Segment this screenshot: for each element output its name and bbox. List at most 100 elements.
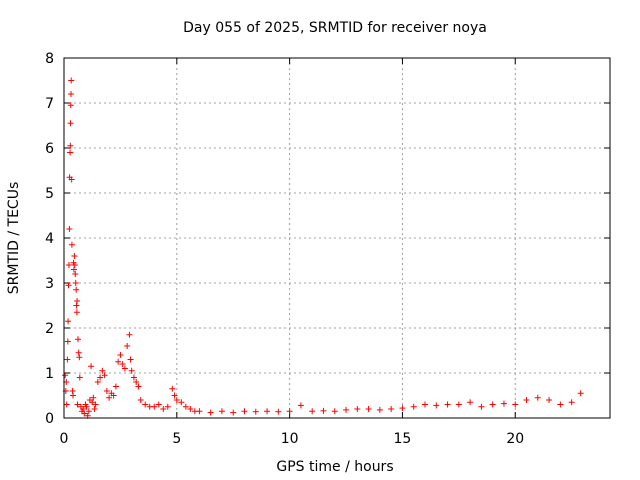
data-point bbox=[64, 338, 71, 345]
data-point bbox=[72, 271, 79, 277]
data-point bbox=[218, 408, 225, 415]
data-point bbox=[187, 406, 194, 412]
data-point bbox=[320, 407, 327, 414]
data-point bbox=[83, 403, 90, 410]
data-point bbox=[65, 318, 72, 325]
data-point bbox=[151, 403, 158, 410]
data-point bbox=[67, 102, 74, 109]
data-point bbox=[196, 408, 203, 415]
data-point bbox=[119, 361, 126, 367]
data-point bbox=[164, 403, 171, 410]
x-tick-label: 15 bbox=[394, 431, 412, 447]
data-point bbox=[76, 374, 83, 381]
data-point bbox=[130, 374, 137, 381]
data-point bbox=[85, 408, 92, 415]
data-point bbox=[80, 406, 87, 412]
data-point bbox=[137, 397, 144, 403]
data-point bbox=[178, 399, 185, 406]
data-point bbox=[73, 302, 80, 309]
data-point bbox=[230, 409, 237, 416]
data-point bbox=[94, 379, 101, 385]
data-point bbox=[76, 354, 83, 361]
data-point bbox=[121, 365, 128, 372]
data-point bbox=[88, 363, 95, 370]
data-point bbox=[500, 400, 507, 407]
x-tick-label: 20 bbox=[506, 431, 524, 447]
data-point bbox=[97, 374, 104, 381]
data-point bbox=[455, 401, 462, 408]
data-point bbox=[207, 409, 214, 416]
data-point bbox=[354, 406, 361, 412]
data-point bbox=[62, 372, 69, 379]
data-point bbox=[557, 401, 564, 408]
data-point bbox=[568, 399, 575, 406]
data-point bbox=[71, 262, 78, 268]
data-point bbox=[110, 392, 117, 399]
data-point bbox=[399, 405, 406, 412]
data-point bbox=[89, 399, 96, 406]
data-point bbox=[74, 298, 81, 304]
grid-layer bbox=[64, 58, 610, 418]
data-point bbox=[252, 408, 259, 415]
data-point bbox=[388, 406, 395, 412]
data-point bbox=[489, 401, 496, 408]
data-point bbox=[444, 401, 451, 408]
tick-layer: 0 1 2 3 4 5 6 7 8 0 5 10 15 20 bbox=[45, 51, 610, 447]
data-point bbox=[433, 402, 440, 409]
data-point bbox=[365, 406, 372, 412]
data-point bbox=[115, 358, 122, 365]
x-tick-label: 5 bbox=[172, 431, 181, 447]
data-point bbox=[70, 392, 77, 399]
x-tick-label: 10 bbox=[281, 431, 299, 447]
y-tick-label: 7 bbox=[45, 96, 54, 112]
data-point bbox=[71, 253, 78, 259]
data-point bbox=[66, 226, 73, 232]
y-tick-label: 5 bbox=[45, 186, 54, 202]
data-point bbox=[241, 408, 248, 415]
data-point bbox=[160, 406, 167, 412]
data-point bbox=[65, 262, 72, 268]
data-point bbox=[68, 241, 75, 248]
y-tick-label: 1 bbox=[45, 366, 54, 382]
data-point bbox=[65, 282, 72, 289]
data-point bbox=[81, 410, 88, 417]
y-tick-label: 8 bbox=[45, 51, 54, 67]
data-point bbox=[331, 408, 338, 415]
data-point bbox=[467, 399, 474, 406]
data-point bbox=[68, 77, 75, 84]
data-point bbox=[534, 394, 541, 401]
x-tick-label: 0 bbox=[60, 431, 69, 447]
data-point bbox=[376, 406, 383, 413]
data-point bbox=[67, 120, 74, 127]
data-point bbox=[169, 385, 176, 392]
data-point bbox=[142, 401, 149, 408]
data-point bbox=[103, 388, 110, 394]
data-point bbox=[171, 392, 178, 399]
data-point bbox=[421, 401, 428, 408]
x-axis-label: GPS time / hours bbox=[276, 459, 393, 475]
plot-frame bbox=[63, 57, 611, 419]
data-point bbox=[546, 397, 553, 403]
data-point bbox=[343, 406, 350, 413]
data-point bbox=[297, 402, 304, 409]
data-point bbox=[68, 176, 75, 183]
data-point bbox=[309, 408, 316, 415]
data-point bbox=[67, 149, 74, 156]
y-tick-label: 4 bbox=[45, 231, 54, 247]
data-point bbox=[73, 309, 80, 316]
data-point bbox=[67, 91, 74, 97]
y-tick-label: 3 bbox=[45, 276, 54, 292]
data-points-layer bbox=[62, 77, 584, 419]
data-point bbox=[74, 336, 81, 343]
data-point bbox=[67, 142, 74, 149]
data-point bbox=[112, 383, 119, 390]
data-point bbox=[99, 367, 106, 374]
data-point bbox=[155, 401, 162, 408]
data-point bbox=[275, 408, 282, 415]
data-point bbox=[92, 401, 99, 408]
data-point bbox=[478, 403, 485, 410]
y-tick-label: 0 bbox=[45, 411, 54, 427]
data-point bbox=[124, 343, 131, 349]
data-point bbox=[101, 372, 108, 379]
